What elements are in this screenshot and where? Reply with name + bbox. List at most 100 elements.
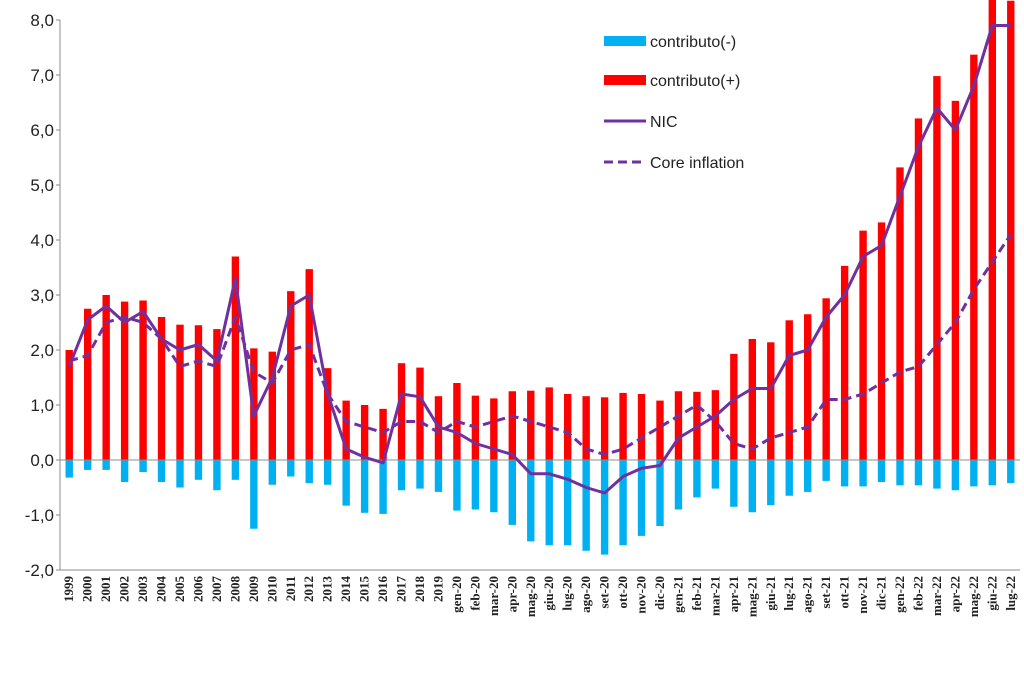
bar-contributo-pos: [545, 387, 553, 460]
legend-item-contributo-pos: contributo(+): [604, 73, 740, 90]
bar-contributo-neg: [748, 460, 756, 513]
bar-contributo-pos: [231, 256, 240, 460]
bar-contributo-neg: [877, 460, 886, 482]
bar-contributo-pos: [342, 400, 350, 460]
x-tick-label: set-21: [818, 576, 833, 609]
x-tick-label: 2018: [412, 576, 427, 603]
x-tick-label: gen-22: [892, 576, 907, 613]
bar-contributo-pos: [988, 0, 996, 460]
bar-contributo-pos: [711, 390, 720, 460]
bar-contributo-neg: [582, 460, 590, 551]
x-tick-label: 2003: [135, 576, 150, 603]
bar-contributo-pos: [360, 405, 369, 460]
bar-contributo-pos: [730, 353, 738, 460]
bar-contributo-pos: [527, 390, 535, 460]
bar-contributo-pos: [157, 317, 166, 460]
bar-contributo-pos: [767, 342, 775, 460]
bar-contributo-pos: [416, 367, 424, 460]
bar-contributo-neg: [619, 460, 627, 546]
bar-contributo-pos: [933, 76, 941, 460]
x-tick-label: 2015: [357, 576, 372, 603]
bar-contributo-neg: [730, 460, 738, 507]
bar-contributo-neg: [600, 460, 609, 555]
bar-contributo-pos: [324, 368, 332, 460]
bar-contributo-pos: [194, 325, 203, 460]
x-tick-label: 2013: [320, 576, 335, 603]
bar-contributo-neg: [527, 460, 535, 542]
bar-contributo-pos: [600, 397, 609, 460]
bar-contributo-pos: [65, 350, 73, 460]
x-tick-label: 2001: [98, 576, 113, 602]
bar-contributo-neg: [379, 460, 387, 514]
bar-contributo-neg: [804, 460, 812, 492]
x-tick-label: feb-21: [689, 576, 704, 611]
nic-line: [67, 24, 1011, 495]
legend-label-core-inflation: Core inflation: [650, 155, 744, 172]
bar-contributo-neg: [490, 460, 498, 513]
bar-contributo-pos: [490, 398, 498, 460]
bar-contributo-pos: [804, 314, 812, 460]
x-tick-label: apr-21: [726, 576, 741, 612]
x-tick-label: mar-21: [707, 576, 722, 616]
bar-contributo-pos: [656, 400, 664, 460]
x-tick-label: 2007: [209, 576, 224, 603]
bar-contributo-neg: [194, 460, 203, 480]
bar-contributo-neg: [268, 460, 276, 485]
x-tick-label: ott-21: [837, 576, 852, 609]
bar-contributo-neg: [822, 460, 830, 481]
bar-contributo-neg: [157, 460, 166, 482]
x-tick-label: 1999: [61, 576, 76, 603]
x-tick-label: mag-22: [966, 576, 981, 617]
x-tick-label: lug-21: [781, 576, 796, 611]
x-tick-label: 2000: [80, 576, 95, 602]
bar-contributo-neg: [951, 460, 960, 491]
bar-contributo-neg: [859, 460, 867, 487]
x-tick-label: 2014: [338, 576, 353, 603]
bar-contributo-neg: [545, 460, 553, 546]
x-tick-label: lug-20: [560, 576, 575, 611]
bar-contributo-neg: [637, 460, 646, 536]
core-inflation-line: [68, 233, 1013, 456]
bar-contributo-neg: [324, 460, 332, 485]
bar-contributo-neg: [416, 460, 424, 489]
bar-contributo-neg: [102, 460, 110, 470]
legend-item-core-inflation: Core inflation: [604, 155, 744, 172]
x-tick-label: gen-21: [670, 576, 685, 613]
y-tick-label: 4,0: [30, 231, 54, 250]
bar-contributo-pos: [970, 54, 978, 461]
x-tick-label: set-20: [597, 576, 612, 609]
x-tick-label: mag-20: [523, 576, 538, 617]
x-tick-label: 2008: [227, 576, 242, 603]
bar-contributo-neg: [914, 460, 923, 486]
y-tick-label: -2,0: [25, 561, 54, 580]
y-tick-label: 3,0: [30, 286, 54, 305]
x-tick-label: ago-20: [578, 576, 593, 613]
bar-contributo-neg: [213, 460, 221, 491]
x-tick-label: mag-21: [744, 576, 759, 617]
bar-contributo-pos: [1007, 0, 1015, 460]
bar-contributo-pos: [250, 348, 258, 460]
legend-label-contributo-pos: contributo(+): [650, 73, 740, 90]
bar-contributo-pos: [120, 301, 129, 460]
x-tick-label: 2009: [246, 576, 261, 603]
bar-contributo-pos: [914, 118, 923, 460]
axes: [59, 20, 1020, 571]
x-tick-label: lug-22: [1003, 576, 1018, 611]
x-tick-label: giu-20: [541, 576, 556, 611]
bar-contributo-pos: [102, 295, 110, 460]
x-tick-label: apr-22: [947, 576, 962, 612]
bar-contributo-pos: [213, 329, 221, 460]
bar-contributo-pos: [840, 265, 849, 460]
bar-contributo-neg: [896, 460, 904, 486]
bar-contributo-neg: [305, 460, 313, 484]
legend-label-contributo-neg: contributo(-): [650, 34, 736, 51]
bar-contributo-neg: [970, 460, 978, 487]
y-tick-label: 7,0: [30, 66, 54, 85]
legend-label-nic: NIC: [650, 114, 678, 131]
bar-contributo-pos: [674, 391, 683, 460]
x-tick-label: 2002: [117, 576, 132, 602]
x-tick-label: nov-21: [855, 576, 870, 614]
contributo-neg-bars: [65, 460, 1015, 555]
